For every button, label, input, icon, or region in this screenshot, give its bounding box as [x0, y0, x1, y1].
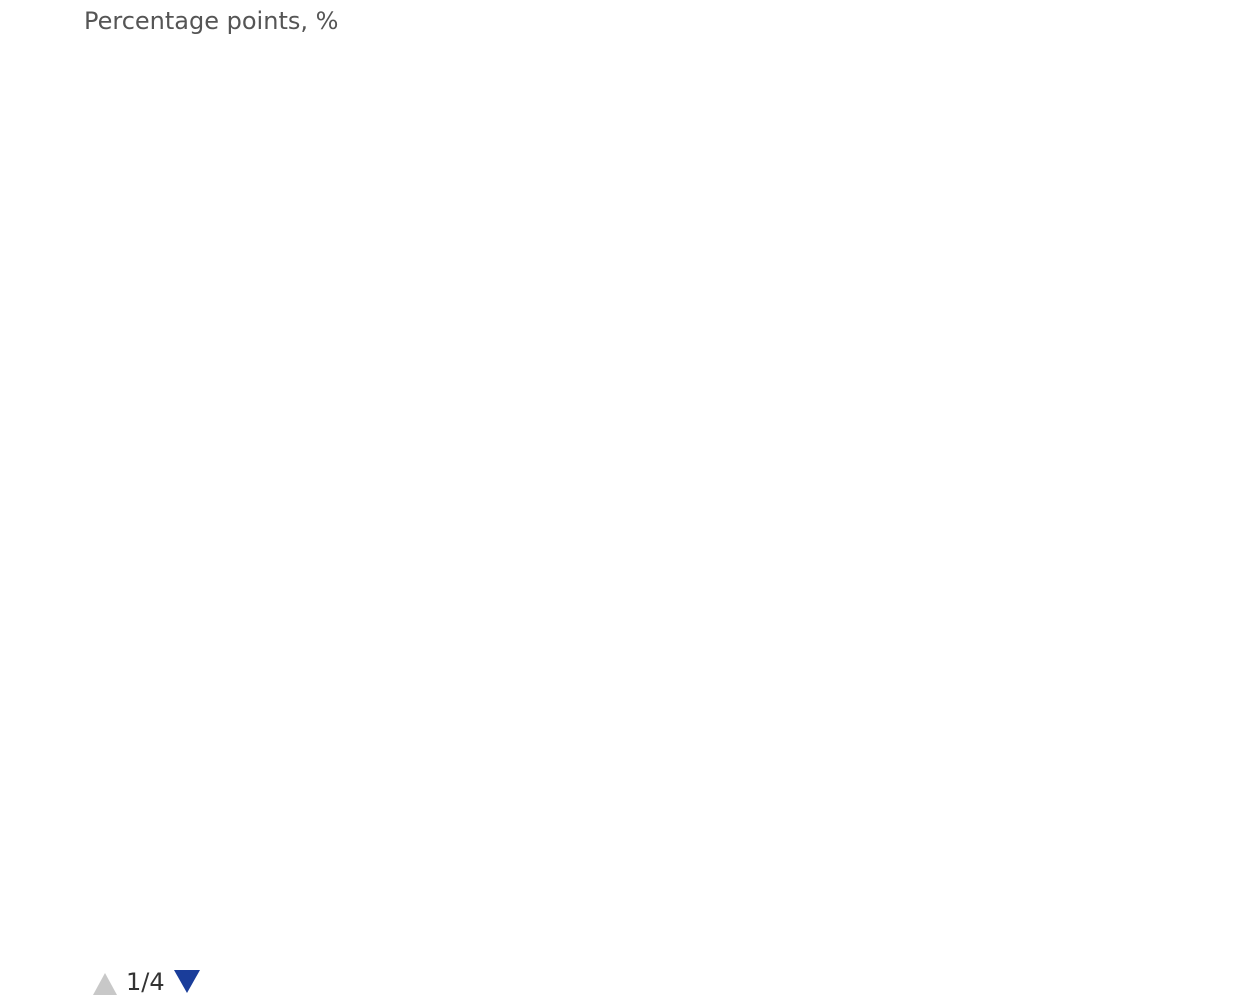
- pager-prev[interactable]: [93, 973, 117, 995]
- y-axis-label: Percentage points, %: [84, 7, 338, 35]
- legend-page: 1/4: [126, 968, 165, 995]
- pager-next[interactable]: [174, 970, 200, 993]
